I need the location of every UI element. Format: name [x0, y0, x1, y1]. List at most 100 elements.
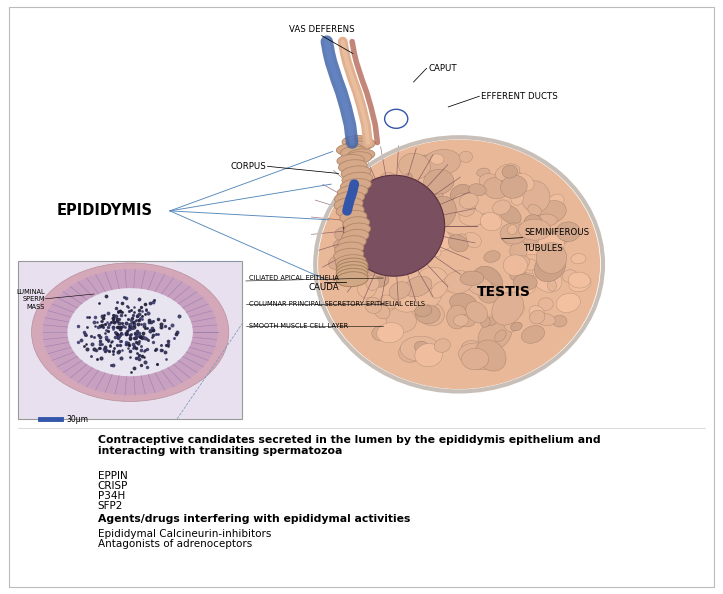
Ellipse shape	[336, 144, 364, 156]
Ellipse shape	[551, 230, 568, 244]
Ellipse shape	[406, 343, 422, 356]
Ellipse shape	[391, 246, 413, 264]
Ellipse shape	[380, 295, 395, 309]
Ellipse shape	[547, 280, 557, 291]
Text: 30μm: 30μm	[67, 415, 88, 424]
Ellipse shape	[460, 271, 484, 286]
Ellipse shape	[374, 304, 390, 319]
Ellipse shape	[568, 272, 590, 288]
Ellipse shape	[344, 151, 372, 164]
Ellipse shape	[404, 173, 412, 183]
Ellipse shape	[450, 293, 476, 312]
Ellipse shape	[421, 225, 442, 242]
Text: SMOOTH MUSCLE CELL LAYER: SMOOTH MUSCLE CELL LAYER	[249, 323, 348, 328]
Ellipse shape	[338, 160, 367, 173]
Ellipse shape	[343, 175, 445, 276]
Ellipse shape	[398, 153, 430, 179]
Ellipse shape	[513, 173, 534, 191]
Text: P34H: P34H	[98, 491, 125, 501]
Ellipse shape	[461, 348, 489, 370]
Ellipse shape	[341, 166, 371, 179]
Text: CILIATED APICAL EPITHELIA: CILIATED APICAL EPITHELIA	[249, 275, 339, 281]
Ellipse shape	[424, 197, 456, 229]
Ellipse shape	[372, 326, 390, 341]
Ellipse shape	[336, 268, 368, 283]
Ellipse shape	[347, 228, 359, 239]
Ellipse shape	[535, 313, 555, 326]
Ellipse shape	[404, 276, 432, 297]
Ellipse shape	[365, 297, 382, 314]
Ellipse shape	[458, 314, 476, 327]
Ellipse shape	[466, 302, 488, 323]
Ellipse shape	[542, 230, 555, 245]
Ellipse shape	[486, 314, 508, 334]
Ellipse shape	[358, 190, 382, 210]
Ellipse shape	[479, 173, 505, 193]
Ellipse shape	[43, 269, 218, 395]
Ellipse shape	[495, 164, 520, 181]
Ellipse shape	[556, 222, 581, 242]
Ellipse shape	[336, 265, 368, 280]
Ellipse shape	[337, 154, 364, 166]
Ellipse shape	[368, 238, 393, 255]
Ellipse shape	[422, 150, 461, 176]
Ellipse shape	[529, 310, 545, 324]
Ellipse shape	[534, 214, 550, 229]
Ellipse shape	[478, 336, 495, 349]
Ellipse shape	[357, 261, 369, 271]
Ellipse shape	[341, 146, 368, 158]
Text: COLUMNAR PRINCIPAL SECRETORY EPITHELIAL CELLS: COLUMNAR PRINCIPAL SECRETORY EPITHELIAL …	[249, 301, 425, 307]
Ellipse shape	[416, 305, 440, 324]
Ellipse shape	[435, 339, 450, 352]
Ellipse shape	[318, 140, 600, 389]
Ellipse shape	[459, 193, 478, 208]
Ellipse shape	[536, 214, 557, 226]
Ellipse shape	[415, 343, 442, 366]
Text: SPERM: SPERM	[22, 296, 45, 302]
Ellipse shape	[501, 222, 530, 247]
Text: SEMINIFEROUS: SEMINIFEROUS	[524, 228, 589, 238]
Ellipse shape	[562, 270, 578, 283]
Ellipse shape	[336, 261, 368, 276]
Ellipse shape	[571, 254, 586, 264]
Ellipse shape	[389, 282, 411, 299]
Text: Antagonists of adrenoceptors: Antagonists of adrenoceptors	[98, 539, 252, 549]
Ellipse shape	[351, 220, 378, 244]
Ellipse shape	[336, 258, 368, 273]
Ellipse shape	[366, 260, 382, 277]
Ellipse shape	[513, 274, 537, 290]
Ellipse shape	[414, 305, 432, 317]
Ellipse shape	[341, 179, 371, 192]
Text: VAS DEFERENS: VAS DEFERENS	[289, 26, 354, 34]
Ellipse shape	[518, 220, 547, 244]
Ellipse shape	[492, 200, 510, 214]
Text: TUBULES: TUBULES	[524, 244, 564, 254]
Ellipse shape	[355, 225, 367, 232]
Ellipse shape	[393, 291, 423, 312]
Text: LUMINAL: LUMINAL	[16, 289, 45, 295]
Ellipse shape	[431, 282, 448, 298]
Ellipse shape	[476, 213, 492, 225]
Ellipse shape	[538, 201, 566, 223]
Ellipse shape	[482, 326, 508, 345]
Text: CAPUT: CAPUT	[428, 64, 457, 73]
Ellipse shape	[459, 151, 472, 162]
Ellipse shape	[461, 340, 492, 364]
Ellipse shape	[346, 213, 364, 230]
Ellipse shape	[510, 191, 523, 206]
Ellipse shape	[533, 264, 552, 278]
Ellipse shape	[67, 288, 193, 376]
Ellipse shape	[336, 248, 361, 267]
Ellipse shape	[469, 184, 487, 196]
Ellipse shape	[342, 229, 369, 243]
Ellipse shape	[348, 235, 364, 249]
Ellipse shape	[336, 204, 364, 217]
Ellipse shape	[333, 238, 359, 251]
Ellipse shape	[471, 266, 502, 298]
Ellipse shape	[451, 302, 466, 314]
Ellipse shape	[518, 219, 551, 240]
Ellipse shape	[447, 305, 468, 329]
Ellipse shape	[414, 277, 442, 308]
Ellipse shape	[363, 228, 377, 239]
Ellipse shape	[510, 240, 537, 262]
